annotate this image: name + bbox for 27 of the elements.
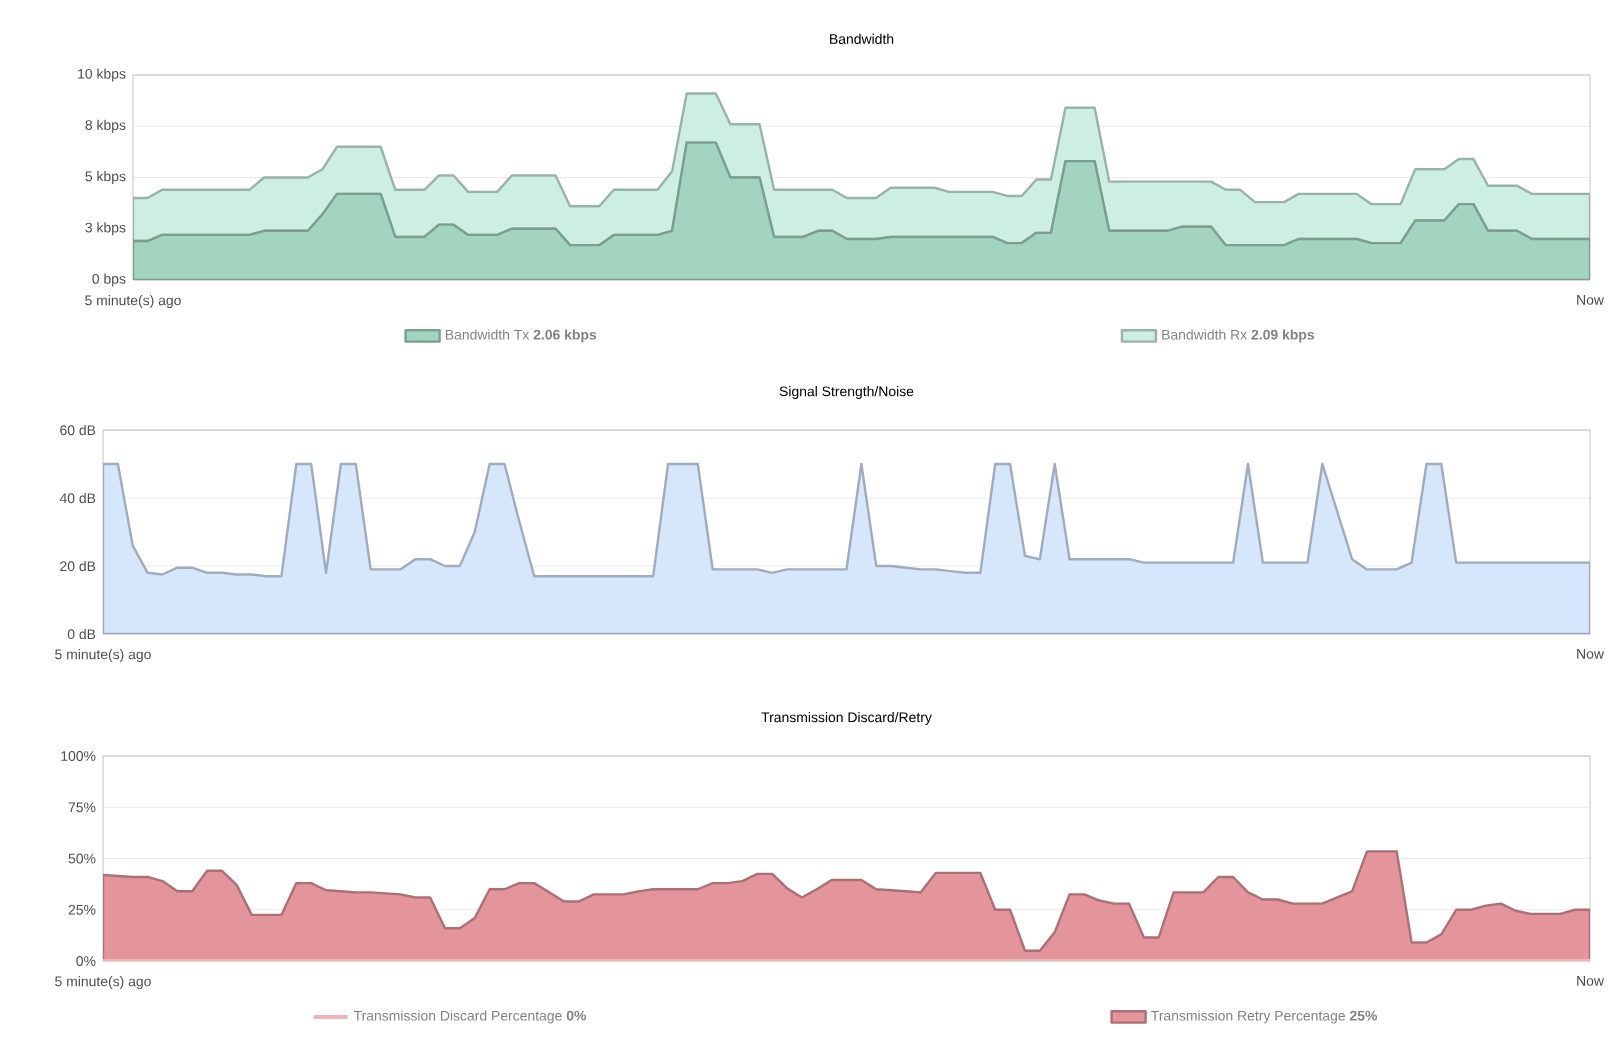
y-tick-label: 8 kbps (85, 119, 126, 133)
x-tick-label: 5 minute(s) ago (55, 976, 151, 990)
chart-title: Bandwidth (830, 33, 894, 44)
y-tick-label: 25% (68, 904, 96, 915)
legend-label: Bandwidth Tx 2.06 kbps (445, 329, 597, 343)
chart-title: Signal Strength/Noise (779, 386, 914, 400)
chart-title: Transmission Discard/Retry (761, 712, 932, 726)
legend-label: Transmission Retry Percentage 25% (1151, 1010, 1378, 1024)
x-tick-label: Now (1577, 976, 1604, 986)
x-tick-label: Now (1577, 649, 1604, 659)
y-tick-label: 10 kbps (78, 68, 126, 82)
legend-label: Bandwidth Rx 2.09 kbps (1162, 329, 1315, 343)
x-tick-label: Now (1577, 295, 1604, 305)
y-tick-label: 5 kbps (85, 171, 126, 185)
x-tick-label: 5 minute(s) ago (85, 295, 181, 309)
legend-label: Transmission Discard Percentage 0% (353, 1010, 587, 1024)
y-tick-label: 20 dB (60, 560, 96, 572)
y-tick-label: 0 dB (67, 628, 96, 640)
y-tick-label: 0% (76, 956, 96, 966)
y-tick-label: 100% (61, 751, 96, 761)
y-tick-label: 3 kbps (85, 222, 126, 236)
y-tick-label: 75% (68, 802, 96, 813)
x-tick-label: 5 minute(s) ago (55, 649, 151, 663)
y-tick-label: 0 bps (92, 273, 126, 287)
y-tick-label: 50% (68, 853, 96, 864)
y-tick-label: 40 dB (59, 492, 96, 504)
y-tick-label: 60 dB (60, 424, 96, 436)
